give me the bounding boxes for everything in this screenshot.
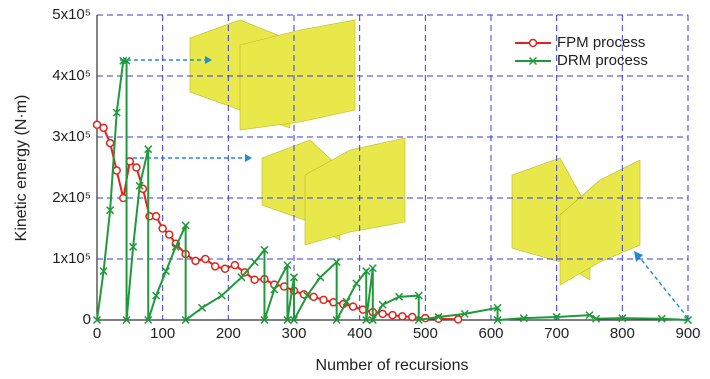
legend-label: DRM process xyxy=(557,52,648,69)
x-tick-label: 0 xyxy=(93,325,101,342)
x-tick-label: 700 xyxy=(544,325,569,342)
y-axis-label: Kinetic energy (N·m) xyxy=(13,95,30,242)
legend-label: FPM process xyxy=(557,34,645,51)
data-point xyxy=(251,259,258,266)
data-point xyxy=(153,213,160,220)
data-point xyxy=(350,303,357,310)
data-point xyxy=(320,296,327,303)
x-tick-label: 300 xyxy=(281,325,306,342)
y-tick-label: 0 xyxy=(83,311,91,328)
x-tick-label: 500 xyxy=(413,325,438,342)
x-tick-label: 600 xyxy=(478,325,503,342)
data-point xyxy=(133,164,140,171)
data-point xyxy=(212,263,219,270)
data-point xyxy=(222,265,229,272)
data-point xyxy=(251,276,258,283)
data-point xyxy=(202,256,209,263)
y-tick-label: 3x10⁵ xyxy=(52,128,91,145)
data-point xyxy=(159,225,166,232)
x-tick-label: 900 xyxy=(675,325,700,342)
data-point xyxy=(100,124,107,131)
legend-marker xyxy=(530,40,537,47)
data-point xyxy=(389,312,396,319)
x-axis-label: Number of recursions xyxy=(316,357,469,374)
x-tick-label: 200 xyxy=(216,325,241,342)
data-point xyxy=(107,140,114,147)
y-tick-label: 5x10⁵ xyxy=(52,6,91,23)
data-point xyxy=(399,313,406,320)
x-tick-label: 400 xyxy=(347,325,372,342)
data-point xyxy=(231,262,238,269)
y-tick-label: 4x10⁵ xyxy=(52,67,91,84)
data-point xyxy=(455,316,462,323)
data-point xyxy=(199,304,206,311)
data-point xyxy=(192,257,199,264)
data-point xyxy=(409,313,416,320)
data-point xyxy=(379,310,386,317)
chart: Kinetic energy (N·m) Number of recursion… xyxy=(0,0,710,379)
y-tick-label: 1x10⁵ xyxy=(52,250,91,267)
page: Kinetic energy (N·m) Number of recursion… xyxy=(0,0,710,379)
x-tick-label: 100 xyxy=(150,325,175,342)
data-point xyxy=(166,231,173,238)
y-tick-label: 2x10⁵ xyxy=(52,189,91,206)
data-point xyxy=(353,280,360,287)
data-point xyxy=(310,293,317,300)
x-tick-label: 800 xyxy=(610,325,635,342)
data-point xyxy=(113,167,120,174)
data-point xyxy=(379,301,386,308)
data-point xyxy=(317,274,324,281)
data-point xyxy=(218,292,225,299)
